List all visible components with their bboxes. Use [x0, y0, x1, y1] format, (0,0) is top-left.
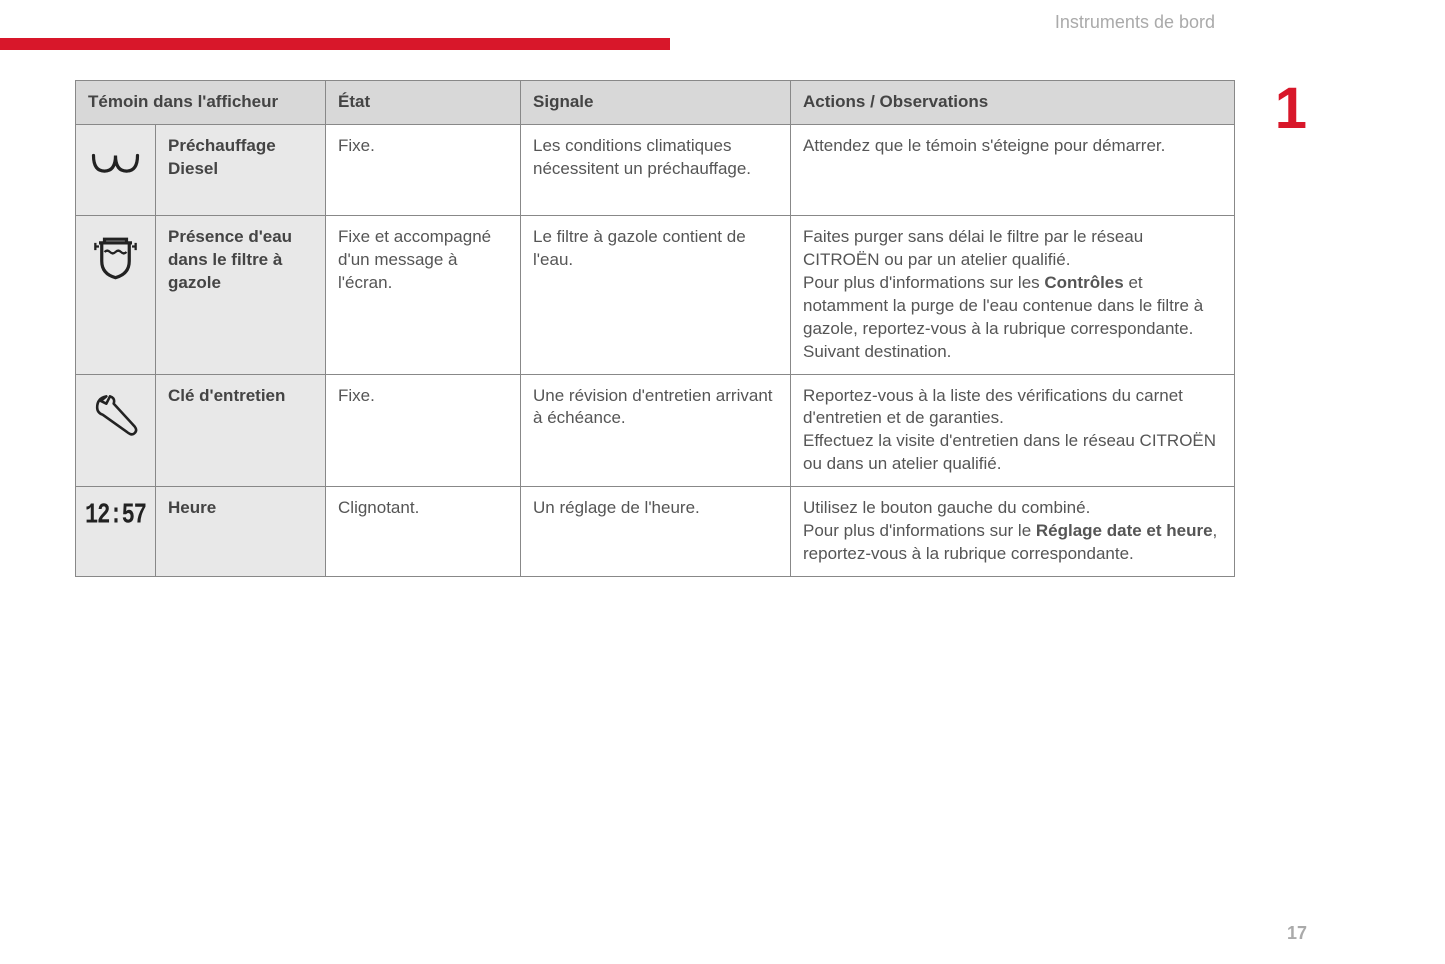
col-header-indicator: Témoin dans l'afficheur: [76, 81, 326, 125]
indicator-name: Clé d'entretien: [156, 374, 326, 487]
section-title: Instruments de bord: [1055, 12, 1215, 33]
table-row: Préchauffage Diesel Fixe. Les conditions…: [76, 124, 1235, 215]
indicator-actions: Utilisez le bouton gauche du combiné.Pou…: [791, 487, 1235, 577]
chapter-number: 1: [1275, 80, 1307, 138]
indicator-state: Fixe et accompagné d'un message à l'écra…: [326, 215, 521, 374]
indicator-signals: Une révision d'entretien arrivant à éché…: [521, 374, 791, 487]
diesel-preheat-icon: [88, 139, 143, 194]
header-red-bar: [0, 38, 670, 50]
indicator-name: Présence d'eau dans le filtre à gazole: [156, 215, 326, 374]
indicator-signals: Les conditions climatiques nécessitent u…: [521, 124, 791, 215]
icon-cell: [76, 374, 156, 487]
indicator-actions: Attendez que le témoin s'éteigne pour dé…: [791, 124, 1235, 215]
indicator-state: Fixe.: [326, 124, 521, 215]
clock-icon: 12:57: [85, 497, 146, 536]
indicators-table: Témoin dans l'afficheur État Signale Act…: [75, 80, 1235, 577]
indicators-table-container: Témoin dans l'afficheur État Signale Act…: [75, 80, 1235, 577]
indicator-signals: Le filtre à gazole contient de l'eau.: [521, 215, 791, 374]
indicator-name: Préchauffage Diesel: [156, 124, 326, 215]
indicator-state: Clignotant.: [326, 487, 521, 577]
indicator-actions: Faites purger sans délai le filtre par l…: [791, 215, 1235, 374]
indicator-state: Fixe.: [326, 374, 521, 487]
table-body: Préchauffage Diesel Fixe. Les conditions…: [76, 124, 1235, 576]
water-in-filter-icon: [88, 230, 143, 285]
icon-cell: [76, 124, 156, 215]
col-header-signals: Signale: [521, 81, 791, 125]
page-number: 17: [1287, 923, 1307, 944]
service-spanner-icon: [88, 389, 143, 444]
indicator-signals: Un réglage de l'heure.: [521, 487, 791, 577]
table-row: Présence d'eau dans le filtre à gazole F…: [76, 215, 1235, 374]
col-header-actions: Actions / Observations: [791, 81, 1235, 125]
indicator-name: Heure: [156, 487, 326, 577]
table-header-row: Témoin dans l'afficheur État Signale Act…: [76, 81, 1235, 125]
icon-cell: [76, 215, 156, 374]
col-header-state: État: [326, 81, 521, 125]
icon-cell: 12:57: [76, 487, 156, 577]
indicator-actions: Reportez-vous à la liste des vérificatio…: [791, 374, 1235, 487]
table-row: 12:57 Heure Clignotant. Un réglage de l'…: [76, 487, 1235, 577]
table-row: Clé d'entretien Fixe. Une révision d'ent…: [76, 374, 1235, 487]
